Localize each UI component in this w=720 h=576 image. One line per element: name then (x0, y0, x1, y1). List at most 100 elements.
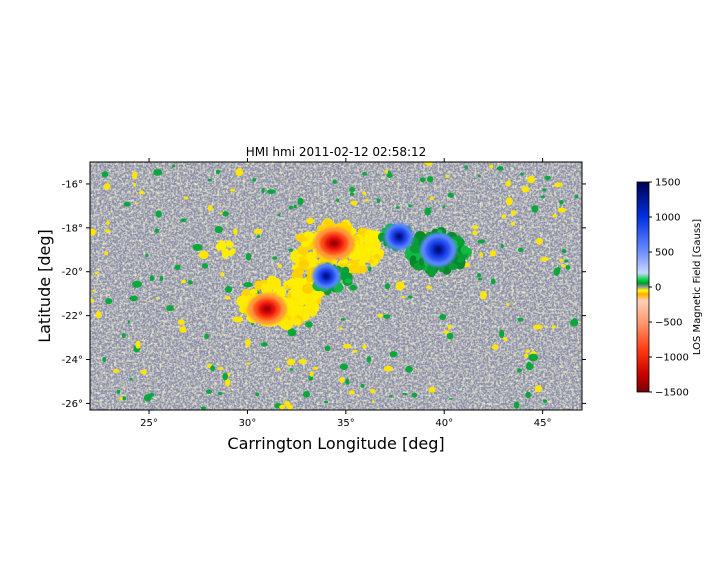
network-positive-element (225, 285, 233, 293)
network-positive-element (287, 328, 297, 337)
network-negative-element (90, 298, 95, 303)
network-negative-element (339, 327, 343, 331)
network-negative-element (298, 359, 307, 364)
network-positive-element (256, 235, 261, 239)
network-negative-element (90, 228, 96, 236)
network-positive-element (366, 356, 372, 363)
network-positive-element (516, 368, 522, 373)
network-positive-element (145, 253, 149, 258)
network-positive-element (520, 172, 524, 176)
network-negative-element (131, 171, 138, 180)
network-negative-element (535, 237, 544, 245)
negative-plage (307, 237, 314, 243)
network-positive-element (525, 391, 531, 399)
network-negative-element (343, 343, 352, 349)
network-positive-element (500, 243, 504, 249)
positive-plage (455, 238, 465, 247)
colorbar-tick-label: 0 (655, 283, 661, 294)
negative-plage (226, 240, 233, 248)
plot-area (90, 162, 582, 410)
network-negative-element (218, 367, 224, 370)
network-negative-element (489, 250, 496, 257)
negative-plage (348, 264, 359, 274)
colorbar-tick-label: 1000 (655, 213, 680, 224)
network-positive-element (477, 174, 481, 178)
colorbar-tick-label: −1000 (655, 353, 689, 364)
network-positive-element (386, 173, 393, 179)
flux-features (90, 162, 579, 410)
negative-plage (291, 317, 302, 326)
negative-plage (329, 221, 335, 227)
network-positive-element (383, 314, 391, 319)
network-negative-element (177, 319, 185, 325)
network-negative-element (551, 325, 556, 329)
chart-title: HMI hmi 2011-02-12 02:58:12 (246, 145, 427, 159)
network-negative-element (135, 340, 141, 349)
network-positive-element (192, 243, 203, 251)
negative-plage (260, 283, 270, 290)
network-negative-element (104, 229, 111, 233)
network-negative-element (371, 400, 375, 404)
network-negative-element (224, 378, 231, 387)
y-tick-label: -16° (62, 179, 83, 190)
negative-plage (373, 253, 381, 260)
network-negative-element (479, 252, 484, 258)
network-positive-element (332, 179, 337, 184)
network-positive-element (272, 256, 278, 260)
network-positive-element (155, 210, 162, 218)
negative-plage (364, 229, 375, 240)
network-negative-element (506, 302, 510, 306)
network-positive-element (121, 332, 126, 339)
network-positive-element (407, 295, 413, 299)
network-positive-element (376, 198, 381, 204)
network-negative-element (181, 279, 186, 284)
y-tick-label: -26° (62, 399, 83, 410)
network-negative-element (443, 330, 450, 334)
network-negative-element (227, 372, 231, 376)
network-positive-element (349, 284, 358, 291)
network-positive-element (174, 264, 181, 271)
network-negative-element (198, 250, 209, 260)
negative-plage (317, 225, 324, 231)
network-negative-element (401, 296, 406, 299)
negative-plage (273, 278, 281, 290)
network-positive-element (339, 363, 348, 370)
network-positive-element (340, 318, 346, 321)
network-negative-element (133, 182, 137, 187)
network-positive-element (297, 197, 304, 206)
network-negative-element (557, 207, 566, 213)
network-negative-element (352, 349, 358, 353)
network-positive-element (420, 177, 426, 183)
network-positive-element (542, 188, 547, 192)
network-negative-element (510, 222, 516, 226)
network-positive-element (439, 314, 447, 320)
network-positive-element (448, 398, 453, 400)
network-positive-element (540, 195, 546, 199)
network-negative-element (521, 186, 530, 193)
network-negative-element (540, 256, 549, 262)
network-negative-element (362, 344, 367, 349)
network-positive-element (571, 318, 578, 323)
network-positive-element (149, 392, 155, 397)
network-positive-element (389, 395, 393, 398)
network-positive-element (245, 253, 252, 261)
network-negative-element (229, 188, 236, 192)
network-negative-element (527, 175, 536, 184)
network-positive-element (477, 277, 483, 281)
colorbar-tick-label: 500 (655, 248, 674, 259)
network-positive-element (127, 320, 130, 324)
negative-plage (364, 245, 378, 256)
network-positive-element (574, 194, 579, 199)
network-positive-element (302, 391, 311, 398)
sunspot-ring-3 (434, 246, 443, 254)
network-positive-element (360, 383, 365, 388)
network-negative-element (426, 285, 432, 290)
colorbar-tick-label: 1500 (655, 178, 680, 189)
network-positive-element (513, 401, 520, 409)
network-negative-element (501, 214, 507, 219)
network-negative-element (534, 385, 542, 393)
positive-plage (418, 257, 425, 266)
network-negative-element (94, 271, 99, 275)
network-negative-element (492, 344, 499, 350)
network-positive-element (154, 228, 160, 234)
